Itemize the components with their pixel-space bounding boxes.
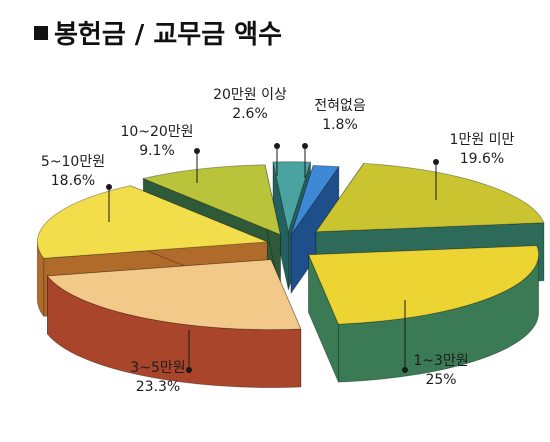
leader-dot [433,159,439,165]
slice-category-label: 5~10만원 [41,154,105,170]
pie-slice-top [308,245,539,325]
pie-slice-top [272,161,312,234]
slice-category-label: 10~20만원 [120,124,193,140]
slice-label: 10~20만원 9.1% [120,124,200,183]
chart-title: 봉헌금 / 교무금 액수 [34,14,282,51]
chart-title-text: 봉헌금 / 교무금 액수 [54,20,283,50]
pie-slice-side [337,254,540,383]
slice-value-label: 1.8% [322,117,358,133]
slice-value-label: 9.1% [139,143,175,159]
slice-label: 1만원 미만 19.6% [433,132,515,200]
pie-slice [290,165,340,295]
pie-slice-top [290,165,340,236]
pie-slice-top [315,162,545,233]
pie-slice-top [36,185,268,259]
slice-category-label: 1만원 미만 [450,132,515,148]
slice-label: 5~10만원 18.6% [41,154,112,222]
slice-category-label: 20만원 이상 [213,87,287,103]
leader-dot [186,367,192,373]
pie-slice [308,245,540,383]
pie-slice [46,259,302,388]
slice-value-label: 23.3% [136,379,180,395]
leader-dot [302,143,308,149]
slice-category-label: 전혀없음 [314,98,366,114]
leader-dot [402,367,408,373]
slice-category-label: 3~5만원 [130,360,185,376]
pie-slice-side [47,274,302,388]
slice-value-label: 25% [425,372,456,388]
slice-label: 전혀없음 1.8% [302,98,366,178]
slice-label: 20만원 이상 2.6% [213,87,287,176]
pie-slice-top [46,259,302,330]
slice-value-label: 19.6% [460,151,504,167]
slice-category-label: 1~3만원 [413,353,468,369]
slice-label: 1~3만원 25% [402,300,469,388]
slice-label: 3~5만원 23.3% [130,330,192,395]
leader-dot [106,184,112,190]
title-bullet-icon [34,25,48,40]
leader-dot [194,148,200,154]
slice-value-label: 18.6% [51,173,95,189]
slice-value-label: 2.6% [232,106,268,122]
leader-dot [274,143,280,149]
pie-slice-top [141,164,281,236]
